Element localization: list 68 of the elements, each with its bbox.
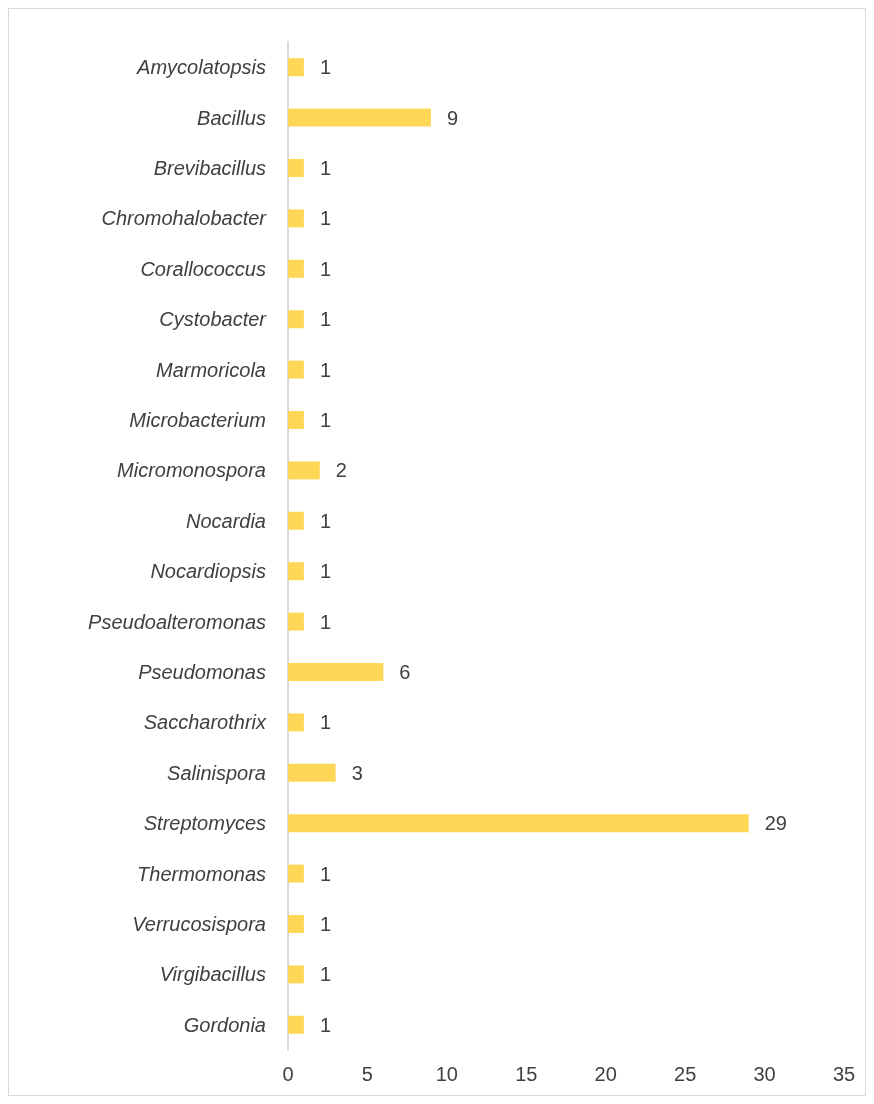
y-tick-label: Streptomyces	[143, 812, 266, 835]
y-tick-label: Nocardiopsis	[150, 560, 266, 583]
data-label: 1	[319, 257, 332, 280]
bar	[288, 915, 304, 933]
data-label: 1	[319, 711, 332, 734]
data-label: 1	[319, 913, 332, 935]
data-label: 1	[319, 207, 332, 230]
data-label: 29	[764, 812, 787, 835]
bar	[288, 58, 304, 77]
bar	[288, 965, 304, 984]
bar	[288, 562, 304, 581]
bar	[288, 411, 304, 429]
data-label: 9	[446, 106, 459, 129]
y-tick-label: Pseudomonas	[138, 661, 266, 683]
data-label: 2	[335, 459, 347, 482]
x-tick-label: 35	[832, 1063, 856, 1085]
bar	[288, 763, 336, 782]
y-tick-label: Brevibacillus	[153, 157, 266, 179]
y-tick-label: Corallococcus	[140, 257, 266, 280]
data-label: 1	[319, 157, 332, 179]
bar	[288, 360, 304, 379]
data-label: 1	[319, 409, 332, 431]
x-tick-label: 10	[435, 1063, 458, 1085]
y-tick-label: Chromohalobacter	[101, 207, 268, 230]
bar	[288, 864, 304, 883]
y-tick-label: Thermomonas	[137, 862, 266, 885]
y-tick-label: Saccharothrix	[143, 711, 267, 734]
y-tick-label: Micromonospora	[117, 459, 266, 482]
bar	[288, 310, 304, 329]
data-label: 1	[319, 509, 332, 532]
bar	[288, 461, 320, 480]
data-label: 1	[319, 1013, 332, 1036]
y-tick-label: Pseudoalteromonas	[88, 610, 266, 633]
data-label: 1	[319, 308, 332, 331]
y-tick-label: Salinispora	[167, 761, 266, 784]
data-label: 1	[319, 358, 332, 381]
data-label: 1	[319, 56, 332, 79]
bar	[288, 259, 304, 278]
x-tick-label: 25	[674, 1063, 697, 1085]
bar	[288, 511, 304, 530]
x-tick-label: 15	[515, 1063, 538, 1085]
data-label: 6	[399, 661, 411, 683]
data-label: 3	[351, 761, 363, 784]
data-label: 1	[319, 862, 332, 885]
y-tick-label: Virgibacillus	[159, 963, 266, 986]
bar	[288, 209, 304, 228]
x-tick-label: 20	[594, 1063, 617, 1085]
y-tick-label: Bacillus	[197, 106, 266, 129]
x-tick-label: 5	[361, 1063, 373, 1085]
bar	[288, 108, 431, 127]
bar	[288, 159, 304, 177]
bar	[288, 1015, 304, 1034]
y-tick-label: Marmoricola	[155, 358, 266, 381]
y-tick-label: Microbacterium	[129, 409, 266, 431]
y-tick-label: Verrucosispora	[132, 913, 266, 935]
x-tick-label: 30	[753, 1063, 776, 1085]
y-tick-label: Nocardia	[185, 509, 266, 532]
data-label: 1	[319, 963, 332, 986]
y-tick-label: Gordonia	[183, 1013, 266, 1036]
bar	[288, 663, 384, 681]
bar	[288, 612, 304, 631]
x-tick-label: 0	[282, 1063, 294, 1085]
bar	[288, 713, 304, 732]
y-tick-label: Cystobacter	[159, 308, 268, 331]
y-tick-label: Amycolatopsis	[136, 56, 266, 79]
data-label: 1	[319, 560, 332, 583]
bar	[288, 814, 749, 833]
data-label: 1	[319, 610, 332, 633]
